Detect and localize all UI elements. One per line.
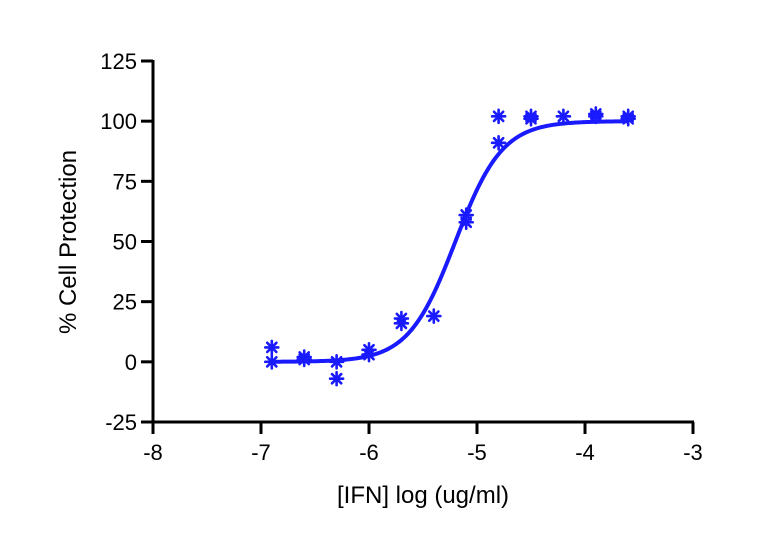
data-point	[263, 339, 280, 356]
x-tick-label: -5	[467, 440, 487, 465]
y-tick-label: 75	[113, 169, 137, 194]
data-point	[361, 346, 377, 363]
data-point	[490, 135, 507, 151]
data-point	[620, 110, 637, 127]
x-tick-label: -3	[683, 440, 703, 465]
data-point	[393, 315, 410, 332]
data-point	[458, 214, 475, 231]
x-axis-title: [IFN] log (ug/ml)	[337, 482, 509, 509]
x-tick-label: -7	[251, 440, 271, 465]
axes	[151, 60, 694, 424]
y-tick-label: 50	[113, 230, 137, 255]
y-ticks: -25 0 25 50 75 100 125	[100, 49, 153, 435]
data-point	[328, 370, 345, 387]
data-point	[555, 108, 572, 125]
y-tick-label: -25	[105, 410, 137, 435]
y-tick-label: 0	[125, 350, 137, 375]
data-point	[523, 110, 539, 127]
x-tick-label: -8	[143, 440, 163, 465]
x-tick-label: -4	[575, 440, 595, 465]
data-point	[328, 354, 345, 370]
data-points	[263, 106, 637, 387]
data-point	[490, 108, 507, 125]
x-ticks: -8 -7 -6 -5 -4 -3	[143, 422, 703, 465]
fit-curve	[271, 119, 629, 364]
data-point	[425, 308, 442, 324]
data-point	[296, 351, 313, 368]
data-point	[587, 108, 604, 125]
data-point	[263, 354, 280, 370]
y-axis-title: % Cell Protection	[55, 150, 82, 334]
y-tick-label: 125	[100, 49, 137, 74]
y-tick-label: 100	[100, 109, 137, 134]
x-tick-label: -6	[359, 440, 379, 465]
y-tick-label: 25	[113, 290, 137, 315]
